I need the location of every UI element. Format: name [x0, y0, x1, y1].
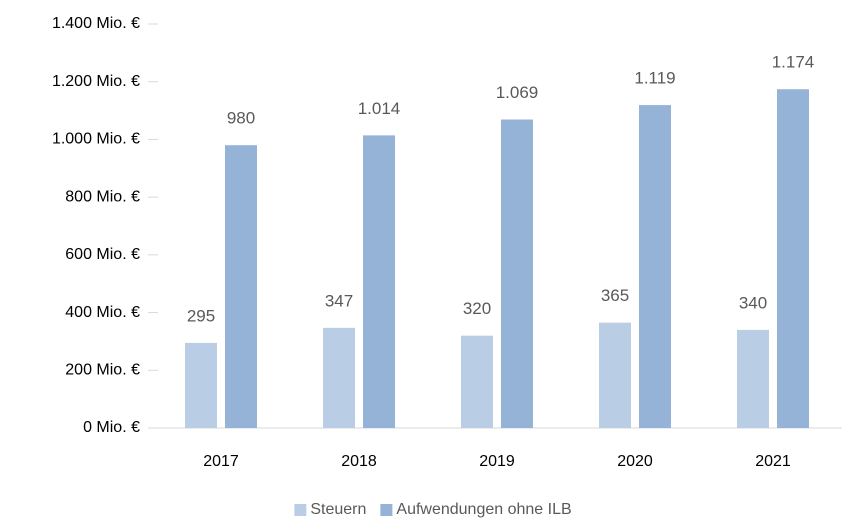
- x-tick-label: 2017: [203, 453, 239, 470]
- y-tick-label: 800 Mio. €: [65, 188, 140, 205]
- bar: [363, 135, 395, 429]
- x-tick-label: 2020: [617, 453, 653, 470]
- bar: [737, 329, 769, 428]
- bar: [225, 145, 257, 428]
- value-label: 1.119: [634, 69, 675, 88]
- bar: [639, 105, 671, 429]
- y-tick-label: 0 Mio. €: [83, 419, 140, 436]
- legend-label: Aufwendungen ohne ILB: [396, 501, 571, 518]
- y-tick-label: 1.000 Mio. €: [52, 131, 140, 148]
- bar: [461, 335, 493, 428]
- value-label: 980: [227, 109, 255, 128]
- legend-label: Steuern: [310, 501, 366, 518]
- bar: [777, 89, 809, 429]
- value-label: 295: [187, 306, 215, 325]
- value-label: 340: [739, 293, 767, 312]
- value-label: 1.014: [358, 99, 401, 118]
- value-label: 365: [601, 286, 629, 305]
- x-tick-label: 2018: [341, 453, 377, 470]
- legend-swatch: [294, 504, 307, 516]
- value-label: 1.069: [496, 83, 539, 102]
- bar: [323, 327, 355, 428]
- x-tick-label: 2021: [755, 453, 791, 470]
- value-label: 1.174: [772, 53, 815, 72]
- x-tick-label: 2019: [479, 453, 515, 470]
- value-label: 347: [325, 291, 353, 310]
- value-label: 320: [463, 299, 491, 318]
- bar: [599, 322, 631, 428]
- y-tick-label: 1.400 Mio. €: [52, 15, 140, 32]
- bar: [501, 119, 533, 428]
- y-tick-label: 400 Mio. €: [65, 304, 140, 321]
- y-tick-label: 200 Mio. €: [65, 362, 140, 379]
- bar: [185, 342, 217, 428]
- y-tick-label: 1.200 Mio. €: [52, 73, 140, 90]
- y-tick-label: 600 Mio. €: [65, 246, 140, 263]
- legend-swatch: [380, 504, 393, 516]
